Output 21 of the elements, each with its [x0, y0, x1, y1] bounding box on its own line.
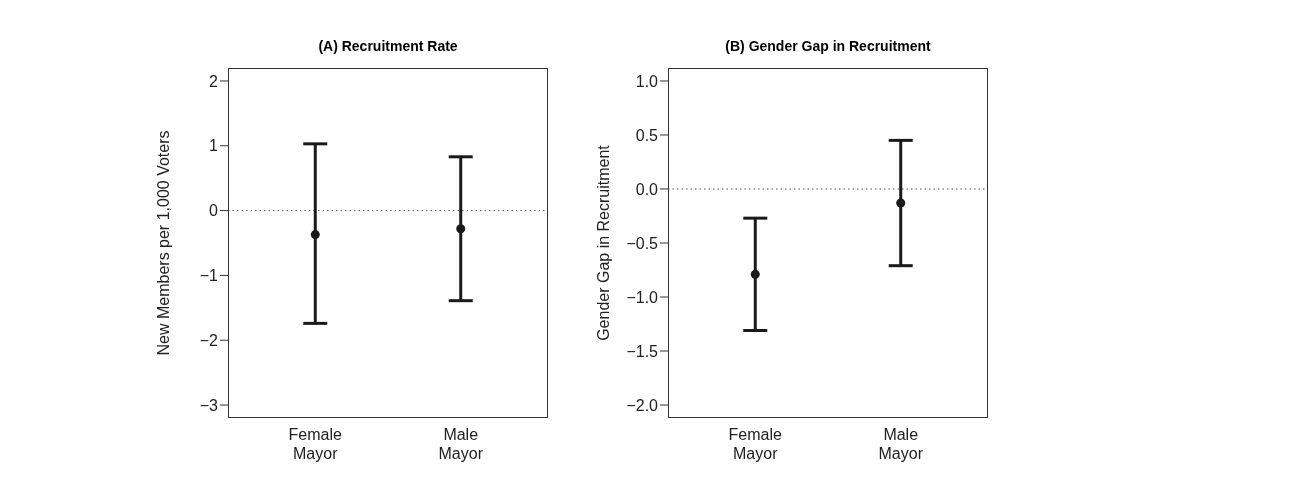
y-tick-label: −1.5	[626, 342, 659, 360]
chart-title: (B) Gender Gap in Recruitment	[724, 38, 932, 56]
y-tick-label: 0.0	[635, 180, 659, 198]
y-tick-label: −2.0	[626, 396, 659, 414]
x-tick-label: Female Mayor	[728, 426, 783, 462]
y-axis-title: Gender Gap in Recruitment	[594, 144, 612, 341]
chart-title: (A) Recruitment Rate	[317, 38, 459, 56]
y-tick-label: 1.0	[635, 72, 659, 90]
x-tick-label: Male Mayor	[878, 426, 924, 462]
y-tick-label: −2	[199, 331, 219, 349]
y-tick-label: −1.0	[626, 288, 659, 306]
y-tick-label: −0.5	[626, 234, 659, 252]
y-tick-label: −1	[199, 267, 219, 285]
y-tick-label: 1	[209, 137, 219, 155]
y-axis-title: New Members per 1,000 Voters	[154, 130, 172, 356]
y-tick-label: 2	[209, 72, 219, 90]
y-tick-label: −3	[199, 396, 219, 414]
y-tick-label: 0	[209, 202, 219, 220]
x-tick-label: Male Mayor	[438, 426, 484, 462]
y-tick-label: 0.5	[635, 126, 659, 144]
x-tick-label: Female Mayor	[288, 426, 343, 462]
